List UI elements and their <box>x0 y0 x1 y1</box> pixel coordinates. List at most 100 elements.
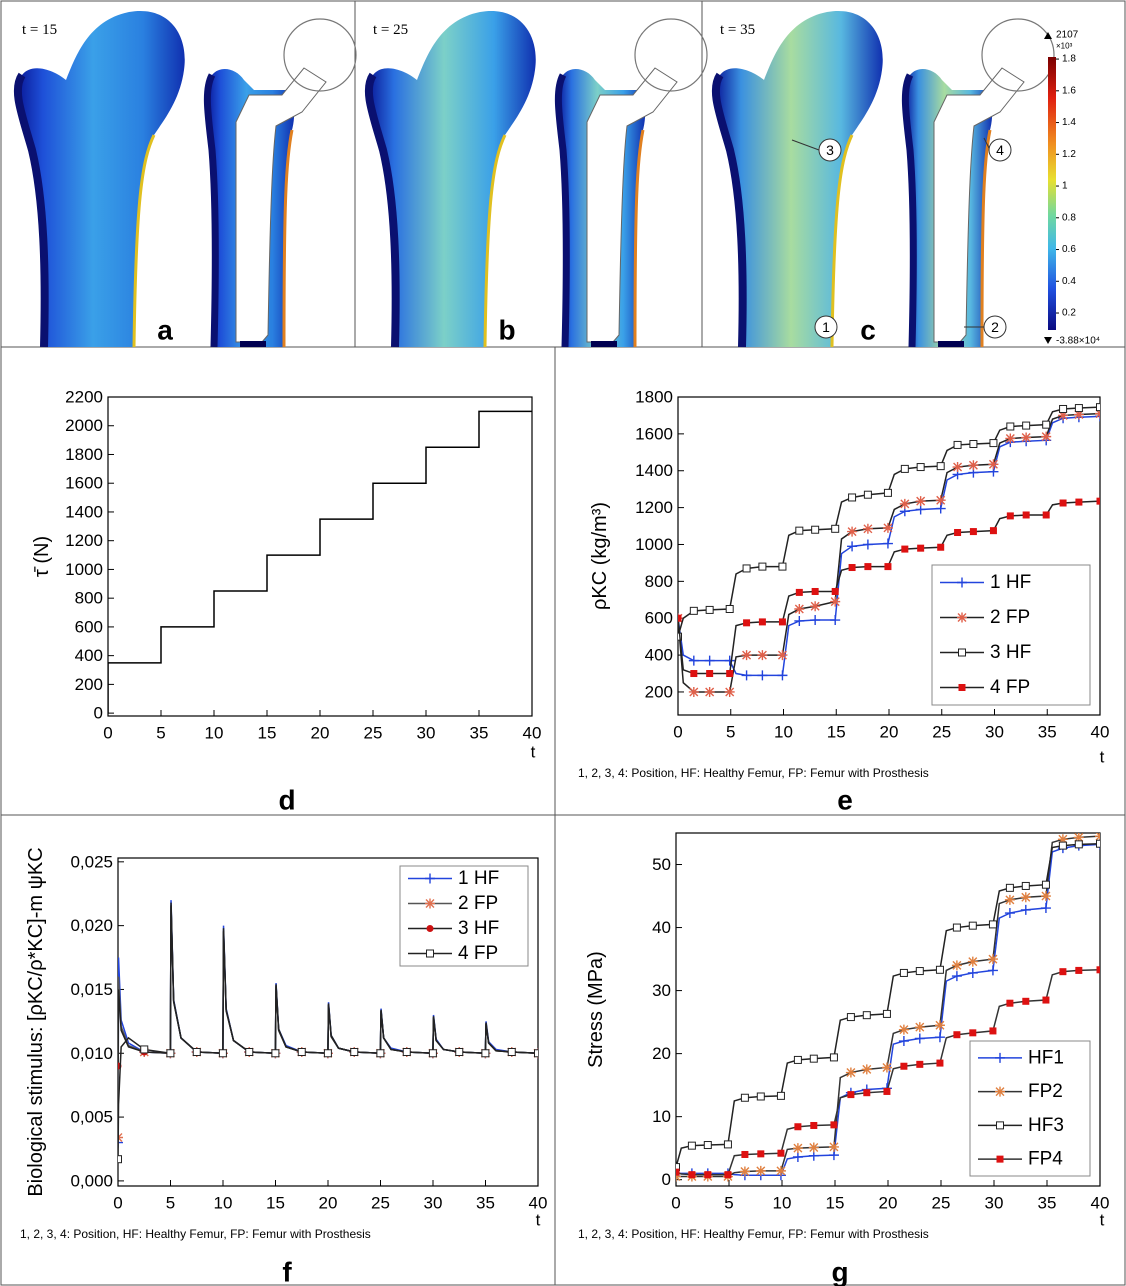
marker <box>1075 966 1083 974</box>
plot-area <box>107 396 533 717</box>
marker <box>968 460 979 471</box>
marker <box>676 1168 680 1176</box>
marker <box>1006 512 1014 520</box>
marker <box>862 539 873 550</box>
x-tick-label: 30 <box>424 1194 443 1213</box>
marker <box>914 1033 925 1044</box>
panel-label: e <box>837 785 853 816</box>
plot-data <box>108 410 532 714</box>
x-tick-label: 20 <box>311 724 330 743</box>
marker <box>376 1049 385 1058</box>
colorbar-tick-label: 1.2 <box>1062 149 1076 160</box>
marker <box>703 1141 712 1150</box>
marker <box>863 1089 871 1097</box>
marker <box>830 596 841 607</box>
marker <box>740 1093 749 1102</box>
marker <box>847 1091 855 1099</box>
marker <box>775 1165 786 1176</box>
y-tick-label: 0,015 <box>70 980 113 999</box>
marker <box>795 526 804 535</box>
callout: 1 <box>822 319 830 335</box>
marker <box>1058 841 1067 850</box>
marker <box>969 1029 977 1037</box>
marker <box>1073 409 1084 420</box>
marker <box>935 965 944 974</box>
marker <box>916 1060 924 1068</box>
y-tick-label: 0,010 <box>70 1044 113 1063</box>
marker <box>792 1152 803 1162</box>
marker <box>809 1054 818 1063</box>
colorbar-gradient <box>1048 57 1056 330</box>
marker <box>968 921 977 930</box>
marker <box>811 587 819 595</box>
legend-marker <box>996 1155 1004 1163</box>
y-tick-label: 800 <box>645 572 673 591</box>
marker <box>724 1171 732 1179</box>
y-axis-label: τ̄ (N) <box>31 536 53 577</box>
x-tick-label: 30 <box>985 1194 1004 1213</box>
marker <box>967 967 978 978</box>
y-tick-label: 1800 <box>65 445 103 464</box>
legend-label: 2 FP <box>990 607 1030 628</box>
legend-marker <box>995 1052 1005 1063</box>
marker <box>1057 834 1068 845</box>
marker <box>967 956 978 967</box>
marker <box>987 954 998 965</box>
x-tick-label: 0 <box>673 723 682 742</box>
y-tick-label: 200 <box>645 682 673 701</box>
y-tick-label: 0 <box>662 1170 671 1189</box>
x-tick-label: 0 <box>113 1194 122 1213</box>
marker <box>882 538 893 549</box>
marker <box>245 1047 254 1056</box>
marker <box>937 543 945 551</box>
marker <box>1005 883 1014 892</box>
legend-marker <box>426 949 434 958</box>
time-label: t = 25 <box>373 22 408 38</box>
marker <box>688 655 699 666</box>
x-tick-label: 5 <box>726 723 735 742</box>
marker <box>811 525 820 534</box>
marker <box>828 1141 839 1152</box>
marker <box>757 650 768 661</box>
legend-marker <box>957 612 967 623</box>
marker <box>725 605 734 613</box>
callout: 3 <box>826 142 834 158</box>
marker <box>741 670 752 681</box>
marker <box>936 1059 944 1067</box>
marker <box>777 1149 785 1157</box>
marker <box>192 1047 201 1056</box>
marker <box>953 440 962 449</box>
x-tick-label: 40 <box>1091 1194 1110 1213</box>
x-tick-label: 0 <box>671 1194 680 1213</box>
x-axis-label: t <box>536 1211 541 1230</box>
marker <box>848 493 857 502</box>
marker <box>899 968 908 977</box>
marker <box>900 464 909 473</box>
callout-circle <box>988 138 1012 162</box>
marker <box>724 686 735 697</box>
x-tick-label: 10 <box>214 1194 233 1213</box>
y-tick-label: 0,000 <box>70 1171 113 1190</box>
x-tick-label: 10 <box>774 723 793 742</box>
legend-marker <box>958 684 966 691</box>
panel-label: a <box>157 315 173 346</box>
colorbar-tick-label: 1.4 <box>1062 117 1076 128</box>
footnote: 1, 2, 3, 4: Position, HF: Healthy Femur,… <box>578 766 929 780</box>
marker <box>954 528 962 536</box>
marker <box>884 563 892 571</box>
marker <box>936 462 945 471</box>
marker <box>218 1049 227 1058</box>
legend: 1 HF 2 FP 3 HF 4 FP <box>399 865 529 967</box>
legend-label: 1 HF <box>458 868 499 889</box>
max-marker <box>1044 32 1052 39</box>
marker <box>989 1027 997 1035</box>
marker <box>1004 908 1015 919</box>
marker <box>915 967 924 976</box>
marker <box>829 1053 838 1062</box>
simulation-image: t = 25 b <box>369 11 707 347</box>
marker <box>969 528 977 536</box>
marker <box>988 920 997 929</box>
legend-marker <box>425 898 435 909</box>
y-tick-label: 1400 <box>65 502 103 521</box>
